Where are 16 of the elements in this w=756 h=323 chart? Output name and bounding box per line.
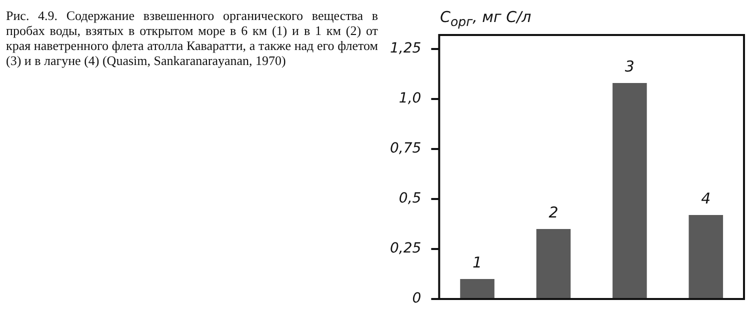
x-tick-label: 1 xyxy=(472,253,482,272)
y-axis-title: C$_{орг}$, мг С/л xyxy=(440,8,532,29)
y-tick-label: 0,5 xyxy=(398,190,422,207)
y-tick-label: 1,0 xyxy=(398,90,422,107)
y-tick-label: 0 xyxy=(412,290,422,307)
y-tick-label: 0,25 xyxy=(390,240,422,257)
x-tick-label: 3 xyxy=(624,57,634,76)
x-tick-label: 2 xyxy=(548,203,558,222)
x-tick-label: 4 xyxy=(701,189,711,208)
bar xyxy=(612,83,647,298)
bar xyxy=(536,229,571,298)
text: Рис. 4.9. Содержание взвешенного органического вещества в пробах воды, взятых в открытом море в 6 км (1) и в 1 км (2) от края наветренного флета атолла Каваратти, а также над его флетом (3) и в лагуне (4) (Quasim, Sankaranarayanan, 1970) xyxy=(6,8,378,68)
y-tick-label: 0,75 xyxy=(390,140,422,157)
bar xyxy=(460,279,494,298)
bar xyxy=(688,215,724,298)
y-tick-label: 1,25 xyxy=(390,40,422,57)
